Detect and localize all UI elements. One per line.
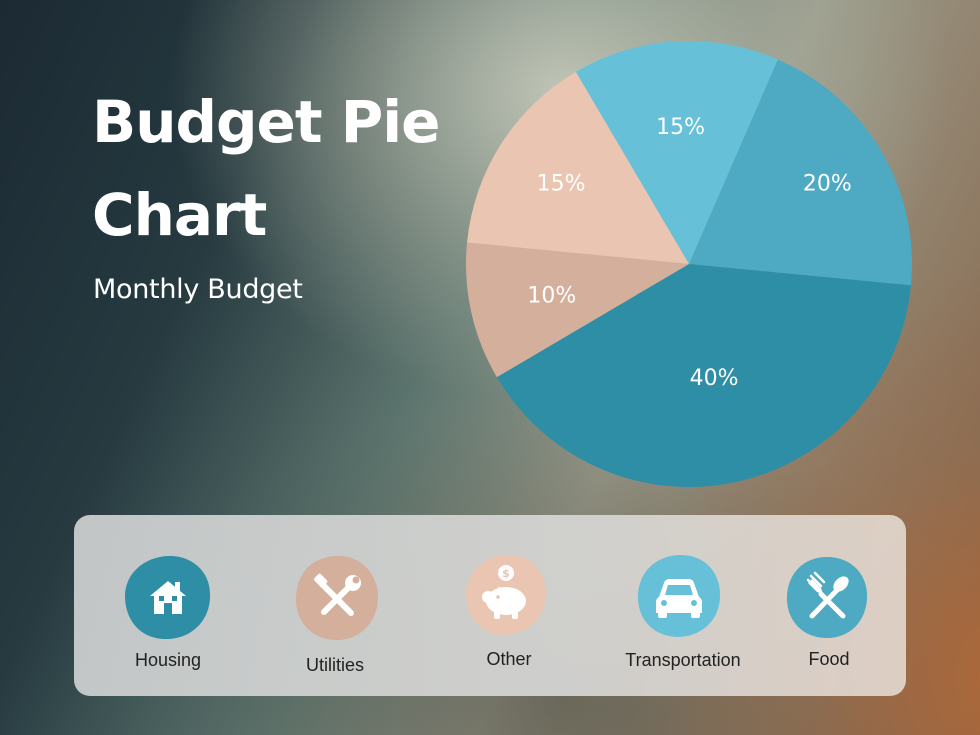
legend-label-housing: Housing <box>134 650 202 670</box>
pie-slice-label-1: 15% <box>656 115 705 140</box>
house-icon <box>124 555 211 640</box>
pie-slice-label-3: 40% <box>690 366 739 391</box>
pie-slice-4 <box>466 242 689 378</box>
pie-slice-2 <box>689 59 912 286</box>
piggy-bank-icon: $ <box>466 554 546 635</box>
pie-slice-label-4: 10% <box>527 283 576 308</box>
legend-label-transportation: Transportation <box>625 650 741 670</box>
chart-title: Budget Pie Chart <box>92 88 441 249</box>
legend-label-other: Other <box>486 649 532 669</box>
svg-text:$: $ <box>502 567 510 580</box>
pie-chart: 15% 20% 40% 10% 15% <box>466 41 912 487</box>
fork-spoon-icon <box>786 557 868 639</box>
legend-panel: Housing Utilities $ Other <box>74 515 906 696</box>
legend-label-food: Food <box>808 649 850 669</box>
pie-slice-label-5: 15% <box>537 172 586 197</box>
pie-slice-1 <box>575 41 778 264</box>
car-icon <box>637 555 721 637</box>
pie-slice-5 <box>467 71 689 264</box>
pie-slice-label-2: 20% <box>803 172 852 197</box>
pie-slice-3 <box>496 264 911 487</box>
tools-icon <box>295 555 379 641</box>
chart-subtitle: Monthly Budget <box>93 274 303 305</box>
legend-label-utilities: Utilities <box>305 655 364 675</box>
